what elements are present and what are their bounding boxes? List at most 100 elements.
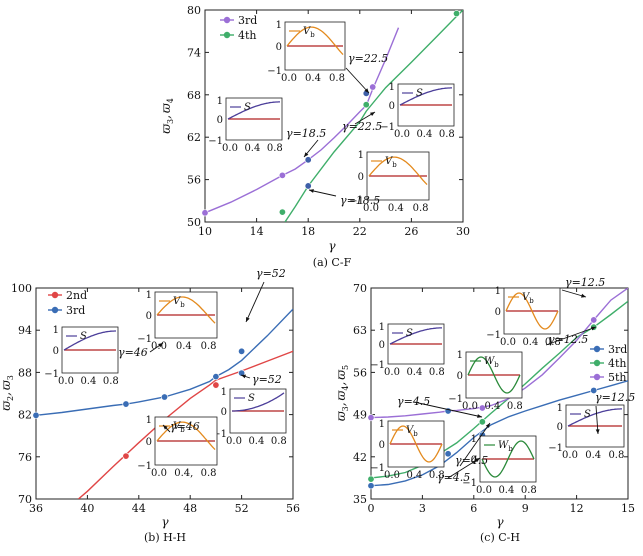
inset-xtick: 0.4 [484,401,500,412]
x-tick-label: 26 [404,225,418,238]
annotation-label: γ=18.5 [286,127,326,140]
inset-xtick: 0.8 [267,143,283,154]
data-point [367,475,375,483]
series-line-3rd [36,308,293,416]
data-point [122,452,130,460]
plot-frame [370,287,629,500]
x-axis-label: γ [161,515,169,529]
data-point [369,83,377,91]
plot-frame [35,287,294,500]
data-point [201,209,209,217]
y-axis-label-text: ϖ3,ϖ4,ϖ5 [334,365,350,421]
y-tick-label: 82 [18,409,32,422]
inset-legend-label: S [406,328,413,339]
data-point [590,316,598,324]
annotation-arrow [345,67,370,94]
inset-ytick: 0 [389,101,395,112]
inset-ytick: 0 [146,437,152,448]
arrow-head [477,414,482,418]
inset-xtick: 0.4 [176,341,192,352]
inset-xtick: 0.8 [329,73,345,84]
arrow-head [304,152,309,157]
inset-2-4: 1 0 −10.0 0.4 0.8 Wb [462,434,537,496]
inset-xtick: 0.8 [413,203,429,214]
inset-ytick: −1 [486,330,501,341]
y-tick-label: 42 [353,451,367,464]
series-line-3rd [205,27,400,214]
y-tick-label: 80 [187,4,201,17]
inset-legend-label: Vb [522,292,534,305]
annotation-arrow [595,405,599,435]
inset-ytick: −1 [267,66,282,77]
data-point [122,400,130,408]
inset-ytick: −1 [212,429,227,440]
inset-ytick: 1 [495,286,501,297]
inset-ytick: −1 [44,369,59,380]
inset-xtick: 0.0 [562,450,578,461]
inset-ytick: −1 [448,394,463,405]
inset-curve [368,156,428,186]
data-point [161,393,169,401]
inset-ytick: −1 [208,136,223,147]
x-tick-label: 30 [456,225,470,238]
y-tick-label: 70 [18,493,32,506]
inset-curve [399,87,452,106]
inset-legend-label: S [584,409,591,420]
inset-curve [156,296,216,324]
arrow-head [241,374,246,379]
series-line-5th [371,288,628,419]
arrow-head [158,343,163,348]
x-tick-label: 15 [621,502,635,515]
y-tick-label: 63 [353,324,367,337]
inset-xtick: 0.8 [271,436,287,447]
inset-legend-label: Vb [406,425,418,438]
x-tick-label: 9 [522,502,529,515]
arrow-head [581,293,586,298]
x-tick-label: 14 [250,225,264,238]
annotation-label: γ=52 [256,267,286,280]
y-tick-label: 100 [11,282,32,295]
data-point [212,381,220,389]
y-tick-label: 76 [18,451,32,464]
legend-label-5th: 5th [608,371,627,384]
data-point [212,373,220,381]
inset-ytick: 1 [379,419,385,430]
annotation-label: γ=12.5 [565,276,605,289]
inset-xtick: 0.8 [429,470,445,481]
inset-curve [63,330,116,351]
series-line-2nd [77,350,293,499]
inset-ytick: 0 [221,407,227,418]
annotation-label: γ=18.5 [340,194,380,207]
data-point [478,418,486,426]
series-line-4th [284,10,463,222]
inset-1-0: 1 0 −10.0 0.4 0.8 Vb [137,290,218,352]
data-point [32,411,40,419]
y-tick-label: 62 [187,131,201,144]
inset-xtick: 0.4 [585,450,601,461]
y-tick-label: 49 [353,409,367,422]
panel-caption: (b) H-H [144,531,186,544]
x-tick-label: 52 [235,502,249,515]
inset-ytick: 1 [53,325,59,336]
legend-label-4th: 4th [238,29,257,42]
inset-xtick: 0.4 [406,470,422,481]
inset-legend-label: S [80,331,87,342]
inset-xtick: 0.8 [521,485,537,496]
inset-xtick: 0.0 [281,73,297,84]
inset-2-5: 1 0 −10.0 0.4 0.8 S [548,403,625,461]
inset-ytick: 0 [457,371,463,382]
x-tick-label: 3 [419,502,426,515]
inset-ytick: 1 [276,20,282,31]
data-point [362,101,370,109]
annotation-arrow [245,281,265,323]
inset-xtick: 0.0 [58,376,74,387]
x-tick-label: 12 [570,502,584,515]
legend-marker-2nd [51,291,59,299]
inset-ytick: −1 [462,478,477,489]
inset-xtick: 0.0 [384,470,400,481]
x-tick-label: 40 [80,502,94,515]
inset-xtick: 0.8 [507,401,523,412]
x-tick-label: 22 [353,225,367,238]
data-point [238,369,246,377]
